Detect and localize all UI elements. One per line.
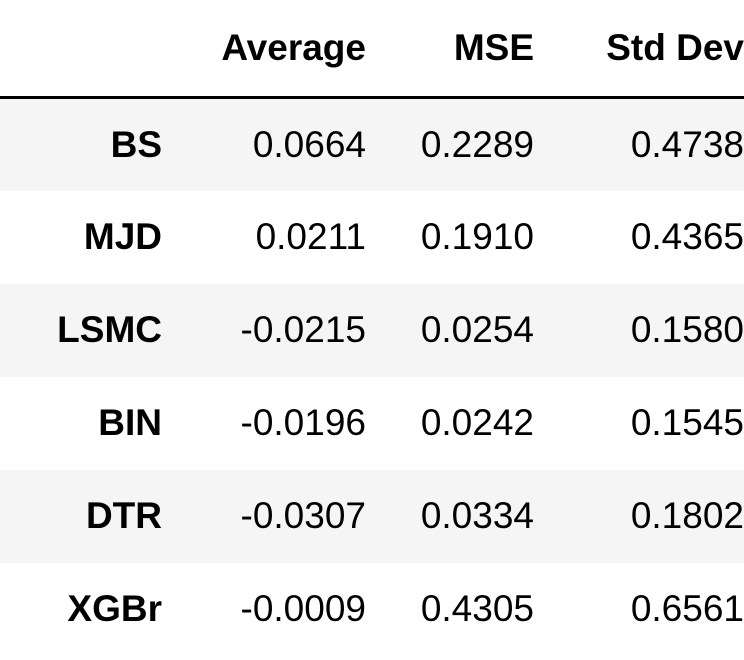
cell-std-dev: 0.1580	[630, 309, 744, 350]
index-header	[0, 0, 162, 99]
row-label: DTR	[85, 495, 162, 536]
cell-average: -0.0215	[240, 309, 367, 350]
column-header-std-dev: Std Dev	[534, 0, 744, 99]
cell-average: -0.0009	[240, 588, 367, 629]
cell-average: 0.0664	[252, 123, 366, 165]
cell-mse: 0.4305	[420, 588, 534, 629]
table-row: BS 0.0664 0.2289 0.4738	[0, 97, 744, 191]
column-header-mse: MSE	[366, 0, 534, 99]
table-row: XGBr -0.0009 0.4305 0.6561	[0, 562, 744, 656]
row-label: LSMC	[57, 309, 162, 350]
table-header: Average MSE Std Dev	[0, 0, 744, 99]
cell-mse: 0.0242	[420, 402, 534, 443]
cell-mse: 0.0254	[420, 309, 534, 350]
cell-average: -0.0307	[240, 495, 367, 536]
cell-std-dev: 0.4738	[630, 123, 744, 165]
row-label: BIN	[98, 402, 162, 443]
cell-average: -0.0196	[240, 402, 367, 443]
cell-std-dev: 0.1545	[630, 402, 744, 443]
table-row: MJD 0.0211 0.1910 0.4365	[0, 190, 744, 284]
column-header-average: Average	[162, 0, 366, 99]
cell-mse: 0.1910	[420, 216, 534, 257]
table-body: BS 0.0664 0.2289 0.4738 MJD 0.0211 0.191…	[0, 97, 744, 656]
cell-std-dev: 0.6561	[630, 588, 744, 629]
table-row: LSMC -0.0215 0.0254 0.1580	[0, 283, 744, 377]
cell-std-dev: 0.1802	[630, 495, 744, 536]
cell-mse: 0.0334	[420, 495, 534, 536]
table-row: BIN -0.0196 0.0242 0.1545	[0, 376, 744, 470]
row-label: MJD	[83, 216, 162, 257]
cell-mse: 0.2289	[420, 123, 534, 165]
row-label: BS	[110, 123, 162, 165]
row-label: XGBr	[67, 588, 162, 629]
cell-std-dev: 0.4365	[630, 216, 744, 257]
header-row: Average MSE Std Dev	[0, 0, 744, 99]
cell-average: 0.0211	[255, 216, 366, 257]
table-row: DTR -0.0307 0.0334 0.1802	[0, 469, 744, 563]
